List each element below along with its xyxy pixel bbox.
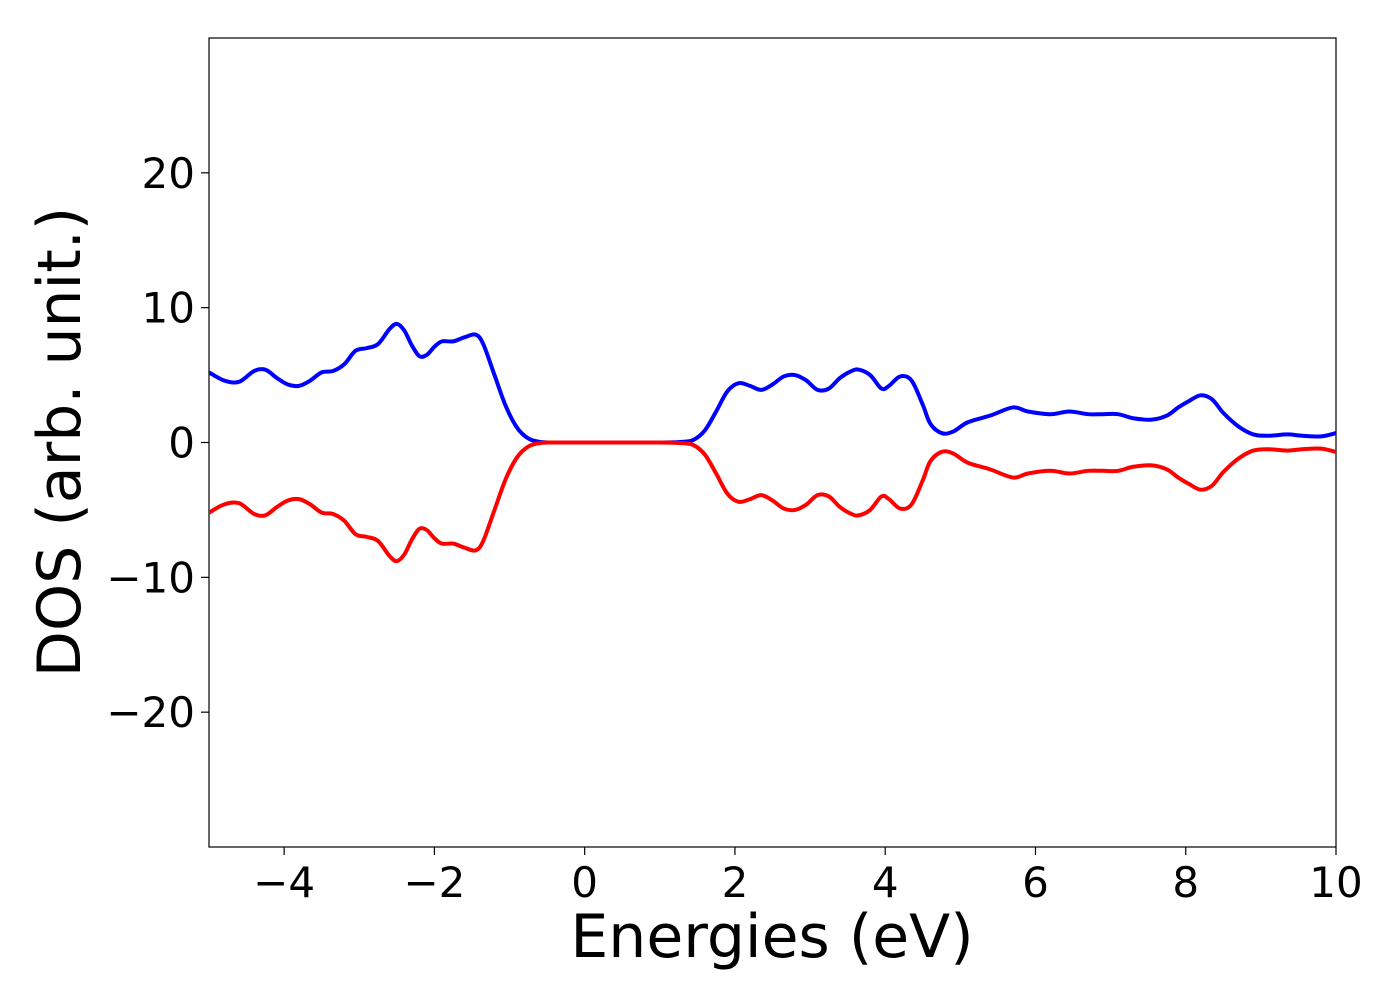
x-tick-label: 10 <box>1309 858 1362 907</box>
y-tick-label: 10 <box>142 284 195 333</box>
y-tick-label: −20 <box>106 688 195 737</box>
y-tick-label: 20 <box>142 149 195 198</box>
x-tick-label: −2 <box>403 858 465 907</box>
dos-series-red-line <box>209 440 1336 564</box>
y-tick-label: −10 <box>106 553 195 602</box>
x-axis-label: Energies (eV) <box>570 902 973 972</box>
dos-series-blue-line <box>209 321 1336 445</box>
x-axis-ticks: −4 −2 0 2 4 6 8 10 <box>253 847 1363 907</box>
x-tick-label: 2 <box>722 858 749 907</box>
y-axis-ticks: −20 −10 0 10 20 <box>106 149 209 737</box>
y-tick-label: 0 <box>168 419 195 468</box>
x-tick-label: 4 <box>872 858 899 907</box>
y-axis-label: DOS (arb. unit.) <box>25 207 95 677</box>
x-tick-label: −4 <box>253 858 315 907</box>
x-tick-label: 0 <box>571 858 598 907</box>
series-layer <box>209 321 1336 564</box>
plot-frame <box>208 37 1337 848</box>
x-tick-label: 8 <box>1172 858 1199 907</box>
x-tick-label: 6 <box>1022 858 1049 907</box>
